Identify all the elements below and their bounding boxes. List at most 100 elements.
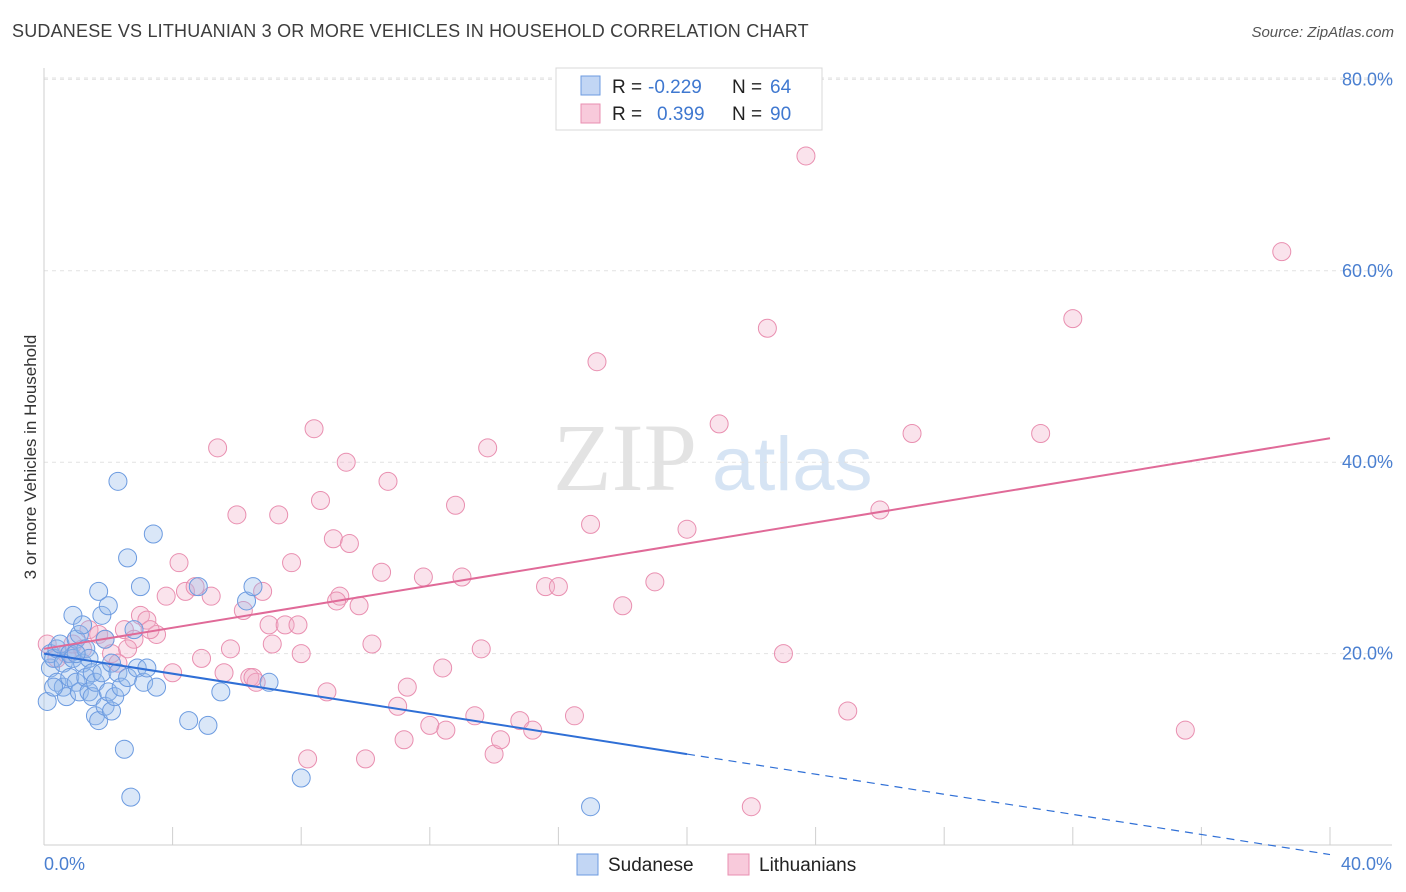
lithuanians-point: [709, 414, 729, 434]
sudanese-point: [198, 715, 218, 735]
lithuanians-point: [773, 644, 793, 664]
legend-n-label-2: N =: [732, 104, 762, 125]
sudanese-point: [188, 577, 208, 597]
sudanese-point: [44, 677, 64, 697]
bottom-legend-label-lithuanians: Lithuanians: [759, 855, 856, 876]
sudanese-point: [89, 711, 109, 731]
chart-source: Source: ZipAtlas.com: [1251, 24, 1394, 41]
lithuanians-point: [118, 639, 138, 659]
lithuanians-point: [420, 715, 440, 735]
legend-r-value-2: 0.399: [657, 104, 705, 125]
lithuanians-point: [471, 639, 491, 659]
sudanese-point: [118, 548, 138, 568]
chart-title: SUDANESE VS LITHUANIAN 3 OR MORE VEHICLE…: [12, 21, 809, 41]
bottom-legend-label-sudanese: Sudanese: [608, 855, 694, 876]
legend-r-value-1: -0.229: [648, 77, 702, 98]
lithuanians-point: [336, 452, 356, 472]
sudanese-point: [63, 605, 83, 625]
watermark-atlas: atlas: [712, 422, 873, 507]
y-tick-label: 40.0%: [1342, 452, 1393, 472]
sudanese-point: [105, 687, 125, 707]
lithuanians-point: [796, 146, 816, 166]
sudanese-point: [147, 677, 167, 697]
legend-swatch-sudanese: [580, 75, 601, 96]
lithuanians-point: [394, 730, 414, 750]
lithuanians-point: [259, 615, 279, 635]
lithuanians-point: [478, 438, 498, 458]
sudanese-point: [102, 701, 122, 721]
lithuanians-point: [339, 534, 359, 554]
lithuanians-point: [510, 711, 530, 731]
lithuanians-point: [388, 696, 408, 716]
sudanese-point: [85, 672, 105, 692]
sudanese-point: [143, 524, 163, 544]
lithuanians-point: [291, 644, 311, 664]
lithuanians-point: [413, 567, 433, 587]
bottom-legend-swatch-sudanese: [576, 853, 599, 876]
sudanese-point: [237, 591, 257, 611]
watermark-zip: ZIP: [553, 404, 697, 511]
lithuanians-point: [253, 581, 273, 601]
lithuanians-point: [587, 352, 607, 372]
sudanese-point: [581, 797, 601, 817]
sudanese-point: [134, 672, 154, 692]
sudanese-point: [291, 768, 311, 788]
legend-r-label-1: R =: [612, 77, 642, 98]
lithuanians-point: [484, 744, 504, 764]
sudanese-point: [53, 653, 73, 673]
sudanese-point: [73, 615, 93, 635]
lithuanians-point: [548, 577, 568, 597]
lithuanians-point: [192, 648, 212, 668]
lithuanians-point: [304, 419, 324, 439]
lithuanians-point: [838, 701, 858, 721]
sudanese-point: [259, 672, 279, 692]
lithuanians-point: [288, 615, 308, 635]
lithuanians-point: [310, 490, 330, 510]
lithuanians-trend-line: [43, 437, 1331, 650]
y-tick-label: 60.0%: [1342, 261, 1393, 281]
sudanese-point: [179, 711, 199, 731]
lithuanians-point: [491, 730, 511, 750]
lithuanians-point: [1031, 423, 1051, 443]
trend-lines: [43, 437, 1331, 856]
lithuanians-point: [208, 438, 228, 458]
lithuanians-point: [169, 553, 189, 573]
lithuanians-point: [378, 471, 398, 491]
lithuanians-point: [227, 505, 247, 525]
grid-lines: [44, 77, 1392, 655]
lithuanians-point: [613, 596, 633, 616]
lithuanians-point: [645, 572, 665, 592]
lithuanians-point: [741, 797, 761, 817]
lithuanians-point: [372, 562, 392, 582]
sudanese-trend-extension: [686, 753, 1331, 856]
lithuanians-point: [214, 663, 234, 683]
lithuanians-point: [262, 634, 282, 654]
lithuanians-point: [282, 553, 302, 573]
lithuanians-point: [436, 720, 456, 740]
legend-n-value-2: 90: [770, 104, 791, 125]
sudanese-point: [243, 577, 263, 597]
lithuanians-point: [220, 639, 240, 659]
lithuanians-point: [1063, 309, 1083, 329]
sudanese-point: [108, 471, 128, 491]
axes: 20.0% 40.0% 60.0% 80.0% 0.0% 40.0%: [43, 68, 1393, 874]
bottom-legend-swatch-lithuanians: [727, 853, 750, 876]
sudanese-point: [89, 581, 109, 601]
lithuanians-point: [243, 668, 263, 688]
lithuanians-point: [349, 596, 369, 616]
sudanese-point: [92, 663, 112, 683]
sudanese-point: [98, 596, 118, 616]
lithuanians-point: [902, 423, 922, 443]
sudanese-point: [111, 677, 131, 697]
lithuanians-point: [433, 658, 453, 678]
legend-n-value-1: 64: [770, 77, 792, 98]
sudanese-point: [92, 605, 112, 625]
y-axis-label: 3 or more Vehicles in Household: [21, 335, 40, 580]
sudanese-point: [130, 577, 150, 597]
lithuanians-point: [564, 706, 584, 726]
sudanese-point: [69, 682, 89, 702]
sudanese-trend-line: [43, 652, 688, 756]
lithuanians-point: [677, 519, 697, 539]
lithuanians-point: [452, 567, 472, 587]
